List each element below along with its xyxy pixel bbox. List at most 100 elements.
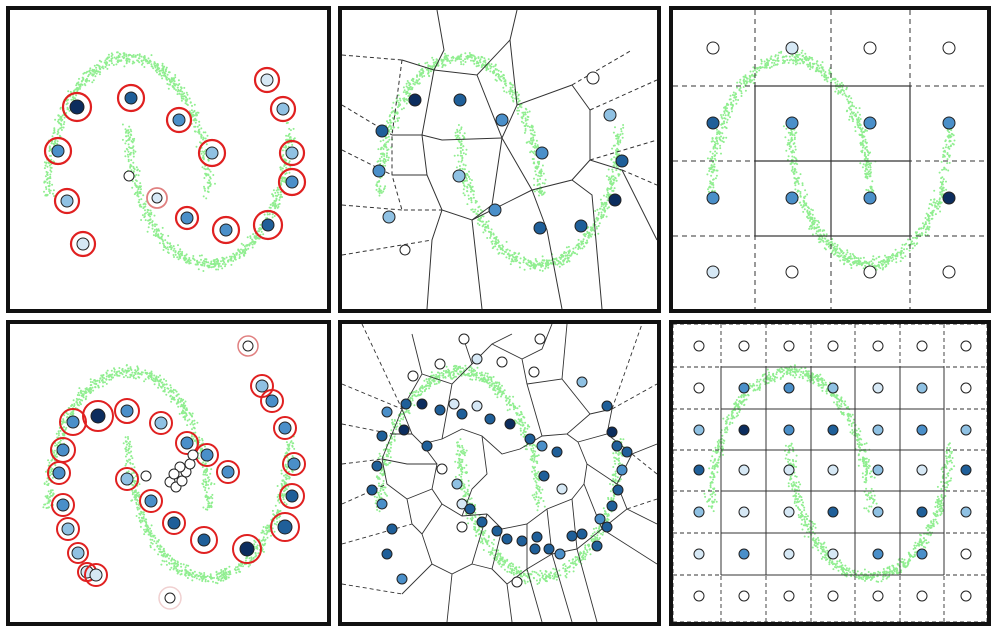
node: [827, 506, 839, 518]
node: [76, 237, 90, 251]
node: [827, 382, 839, 394]
node: [278, 421, 292, 435]
node: [372, 164, 386, 178]
node: [396, 573, 408, 585]
node: [706, 191, 720, 205]
node: [536, 440, 548, 452]
node: [511, 576, 523, 588]
selection-ring: [158, 586, 182, 610]
node: [738, 548, 750, 560]
selection-ring: [149, 411, 173, 435]
node: [265, 394, 279, 408]
node-group: [372, 71, 629, 256]
data-points: [43, 51, 296, 272]
node: [436, 463, 448, 475]
selection-ring: [43, 136, 73, 166]
node: [783, 548, 795, 560]
node: [458, 333, 470, 345]
node: [501, 533, 513, 545]
node: [484, 413, 496, 425]
selection-ring: [139, 489, 163, 513]
node: [398, 424, 410, 436]
node: [621, 446, 633, 458]
selection-ring: [53, 187, 81, 215]
selection-ring: [67, 542, 89, 564]
node: [366, 484, 378, 496]
node: [187, 449, 199, 461]
selection-ring: [216, 460, 240, 484]
selection-ring: [279, 483, 305, 509]
node-group: [706, 41, 956, 279]
panel-bottom-left: [6, 320, 331, 626]
node: [783, 382, 795, 394]
panel-bottom-right: [669, 320, 991, 626]
node: [66, 415, 80, 429]
node: [52, 466, 66, 480]
node: [528, 366, 540, 378]
node: [872, 340, 884, 352]
node: [261, 218, 275, 232]
node: [400, 398, 412, 410]
node: [785, 116, 799, 130]
node: [872, 464, 884, 476]
node: [471, 400, 483, 412]
node: [601, 400, 613, 412]
node: [381, 406, 393, 418]
node: [61, 522, 75, 536]
selection-ring: [175, 431, 199, 455]
selection-ring: [165, 106, 193, 134]
node: [205, 146, 219, 160]
node: [242, 340, 254, 352]
node: [942, 41, 956, 55]
selection-ring: [277, 167, 307, 197]
node: [693, 340, 705, 352]
panel-bottom-middle: [338, 320, 661, 626]
node: [594, 513, 606, 525]
node: [827, 548, 839, 560]
node: [285, 489, 299, 503]
node-group: [47, 335, 306, 610]
node: [416, 398, 428, 410]
node: [916, 382, 928, 394]
node: [942, 265, 956, 279]
selection-ring: [174, 205, 200, 231]
selection-ring: [237, 335, 259, 357]
selection-ring: [56, 517, 80, 541]
node: [601, 521, 613, 533]
node: [916, 464, 928, 476]
node: [382, 210, 396, 224]
node: [375, 124, 389, 138]
node: [180, 211, 194, 225]
node: [140, 470, 152, 482]
node: [260, 73, 274, 87]
node: [524, 433, 536, 445]
node: [456, 498, 468, 510]
node: [783, 464, 795, 476]
node: [916, 590, 928, 602]
node: [464, 503, 476, 515]
node: [916, 424, 928, 436]
node: [942, 116, 956, 130]
node: [693, 548, 705, 560]
node: [827, 464, 839, 476]
node: [154, 416, 168, 430]
node: [452, 169, 466, 183]
node: [456, 408, 468, 420]
node: [738, 340, 750, 352]
node: [551, 446, 563, 458]
node: [167, 516, 181, 530]
node: [239, 541, 255, 557]
node: [448, 398, 460, 410]
node-group: [43, 66, 307, 258]
node: [960, 340, 972, 352]
selection-ring: [59, 408, 87, 436]
node: [785, 265, 799, 279]
selection-ring: [252, 209, 284, 241]
selection-ring: [197, 138, 227, 168]
node: [51, 144, 65, 158]
data-points: [373, 364, 626, 585]
selection-ring: [282, 452, 306, 476]
node: [221, 465, 235, 479]
panel-top-middle-plot: [342, 10, 657, 309]
selection-ring: [278, 139, 306, 167]
